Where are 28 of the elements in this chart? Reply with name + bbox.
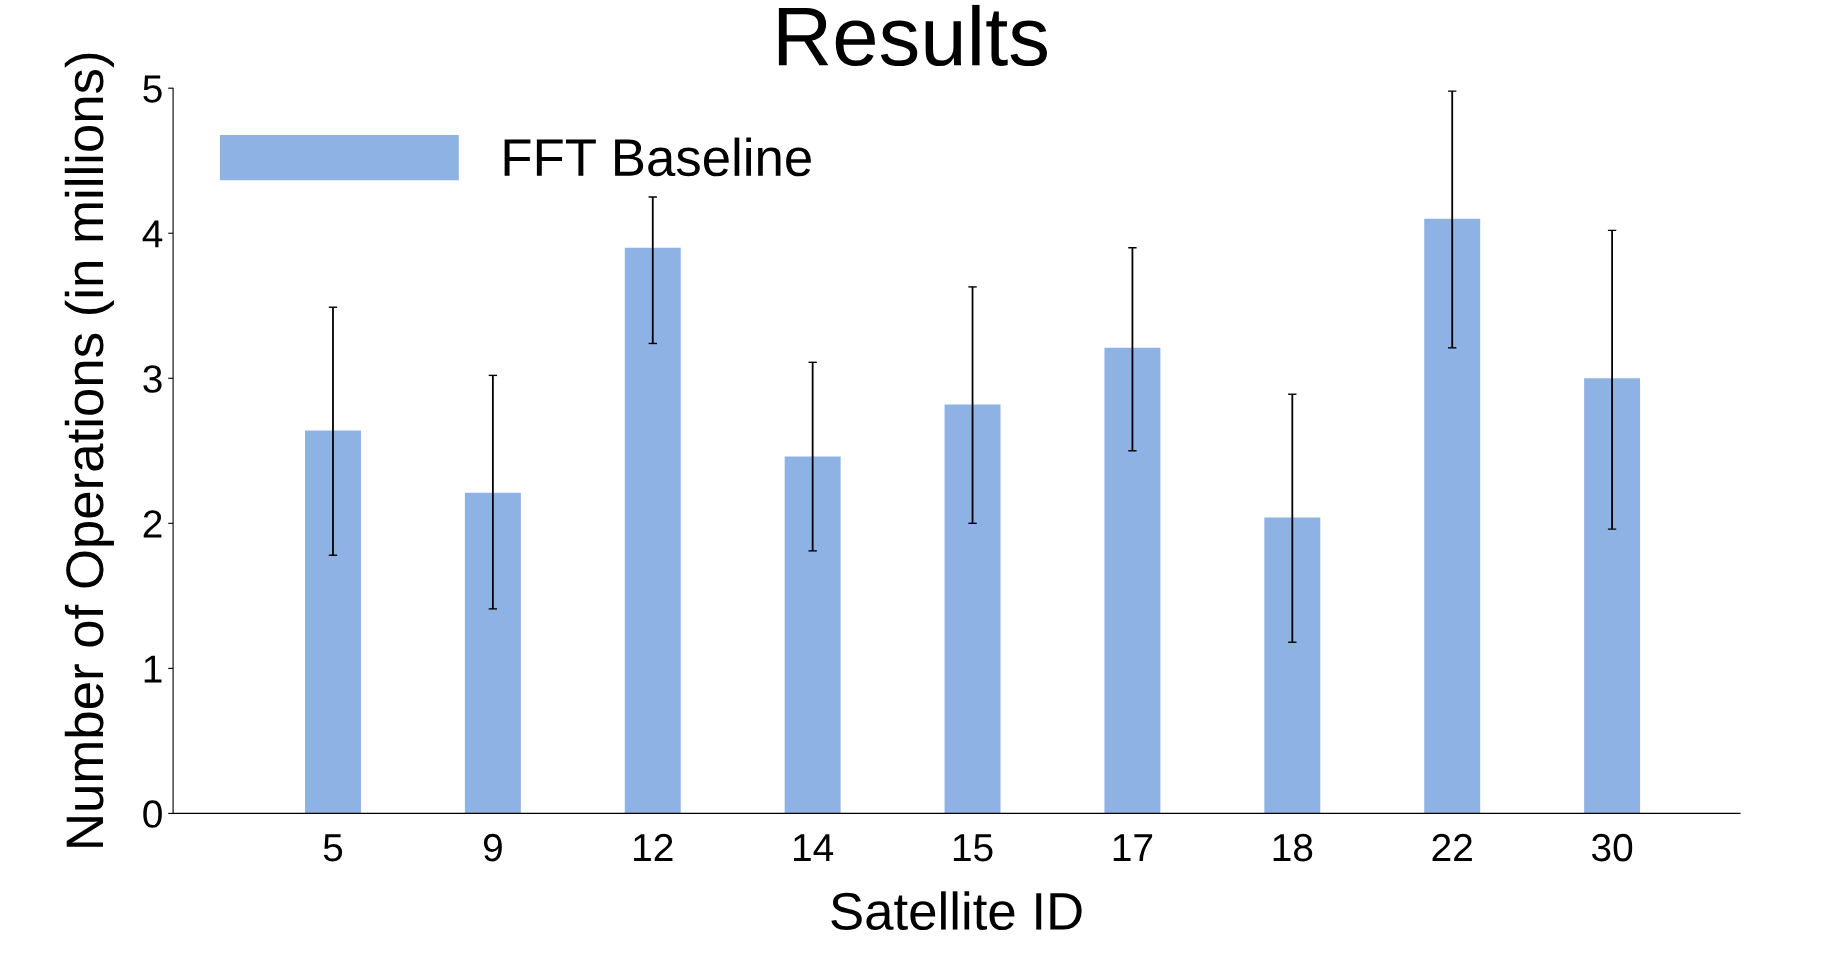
y-tick-label: 1 <box>144 655 162 683</box>
bar <box>624 247 681 814</box>
x-tick-label: 5 <box>323 834 343 862</box>
bar <box>464 492 521 814</box>
x-tick-label: 15 <box>953 834 993 862</box>
x-tick-label: 9 <box>483 833 502 862</box>
y-axis-title: Number of Operations (in millions) <box>64 53 114 847</box>
bar <box>784 456 841 814</box>
bar <box>1584 378 1641 814</box>
x-tick-label: 17 <box>1113 834 1153 862</box>
x-tick-label: 18 <box>1273 833 1313 862</box>
x-axis-title: Satellite ID <box>831 891 1082 931</box>
x-tick-label: 14 <box>793 834 834 862</box>
y-tick-label: 5 <box>143 75 162 103</box>
y-tick-label: 2 <box>143 510 162 538</box>
bar <box>1104 347 1161 814</box>
legend-label: FFT Baseline <box>504 137 811 177</box>
bar <box>1264 517 1321 814</box>
bar <box>305 430 361 814</box>
bar <box>1424 218 1481 814</box>
x-tick-label: 12 <box>634 833 673 862</box>
x-tick-label: 30 <box>1591 833 1633 862</box>
chart-title: Results <box>778 4 1047 67</box>
y-tick-label: 3 <box>143 365 162 393</box>
y-tick-label: 0 <box>143 800 162 828</box>
x-tick-label: 22 <box>1432 833 1472 862</box>
y-tick-label: 4 <box>142 220 163 248</box>
bar <box>944 404 1001 814</box>
